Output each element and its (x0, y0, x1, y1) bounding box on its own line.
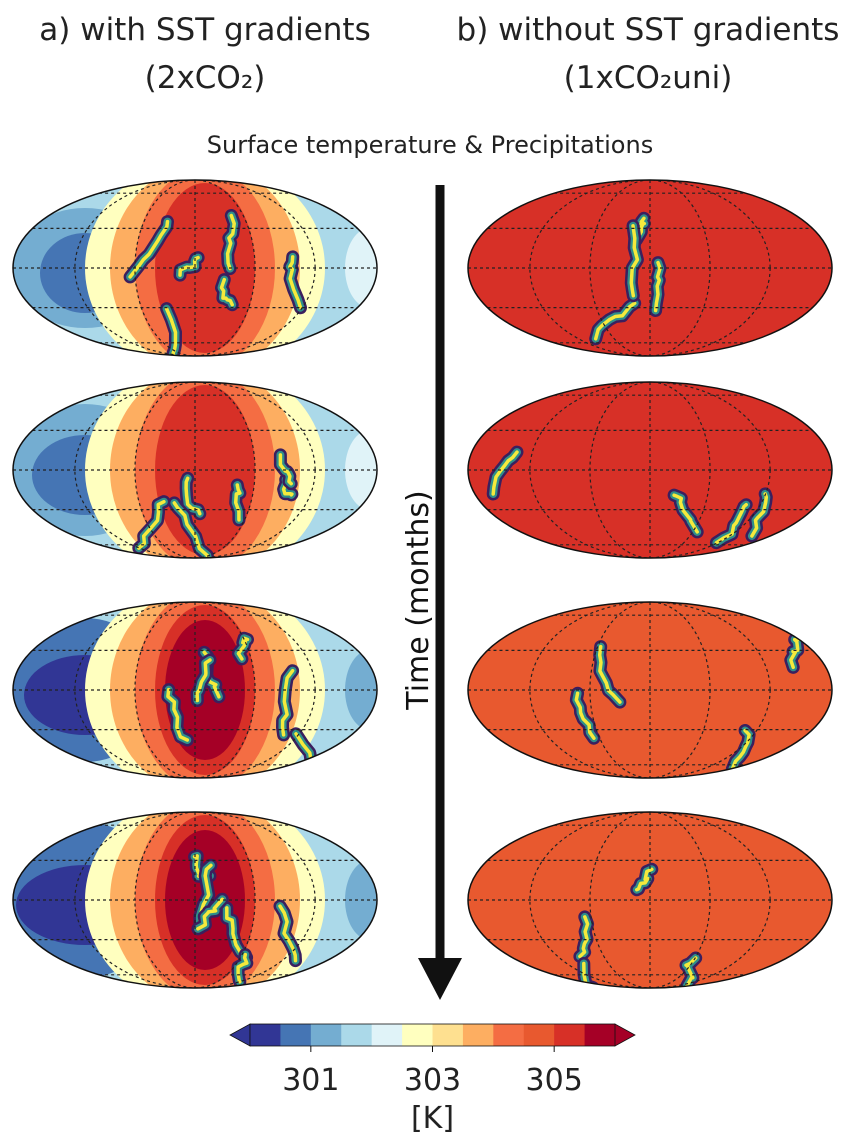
meridian (134, 180, 256, 356)
meridian (529, 382, 771, 558)
map-border (467, 179, 833, 357)
meridian (134, 382, 256, 558)
precip-core (582, 961, 609, 988)
meridian (529, 602, 771, 778)
extend-high (614, 1023, 636, 1047)
map-border (12, 811, 378, 989)
map (468, 382, 832, 558)
colorbar-box (280, 1024, 312, 1046)
colorbar-box (371, 1024, 403, 1046)
map-border (12, 381, 378, 559)
precip-core (597, 644, 622, 704)
arrow-label: Time (months) (401, 490, 436, 710)
colorbar-box (554, 1024, 586, 1046)
colorbar-box (341, 1024, 373, 1046)
precip-core (578, 915, 590, 959)
precip-core (288, 255, 303, 310)
meridian (589, 180, 711, 356)
precip-core (730, 728, 751, 771)
colorbar-box (402, 1024, 433, 1046)
meridian (589, 602, 711, 778)
colorbar-label: [K] (411, 1101, 454, 1136)
precip-core (672, 493, 699, 534)
arrow-head (418, 958, 462, 1000)
precip-core (629, 224, 640, 298)
precip-core (634, 216, 647, 242)
colorbar-box (250, 1024, 281, 1046)
precip-core (225, 906, 249, 960)
meridian (589, 382, 711, 558)
meridian (589, 812, 711, 988)
precip-core (195, 658, 212, 703)
map (468, 812, 832, 988)
precip-core (653, 260, 662, 313)
meridian (529, 812, 771, 988)
precip-core (574, 691, 596, 740)
colorbar-box (493, 1024, 525, 1046)
precip-core (164, 306, 184, 356)
meridian (74, 180, 316, 356)
map-border (467, 811, 833, 989)
meridian (134, 602, 256, 778)
colorbar-box (462, 1024, 494, 1046)
colorbar-box (432, 1024, 464, 1046)
map-border (467, 601, 833, 779)
precip-core (491, 450, 519, 496)
precip-core (236, 952, 249, 984)
precip-core (278, 904, 298, 963)
meridian (74, 812, 316, 988)
map (13, 382, 377, 558)
map (13, 602, 377, 778)
precip-core (278, 453, 293, 486)
colorbar-tick-label: 305 (526, 1063, 583, 1098)
precip-core (196, 897, 225, 931)
right-title: b) without SST gradients (457, 12, 840, 48)
extend-low (229, 1023, 251, 1047)
map-border (12, 179, 378, 357)
precip-core (225, 213, 236, 271)
map (13, 180, 377, 356)
meridian (134, 812, 256, 988)
map-border (467, 381, 833, 559)
colorbar-box (523, 1024, 555, 1046)
maps (12, 179, 833, 989)
map (13, 812, 377, 988)
colorbar-box (310, 1024, 342, 1046)
precip-core (593, 301, 637, 341)
colorbar-tick-label: 301 (282, 1063, 339, 1098)
precip-core (635, 867, 654, 892)
precip-core (750, 492, 769, 538)
precip-core (219, 277, 234, 307)
left-subtitle: (2xCO₂) (145, 60, 266, 96)
meridian (74, 602, 316, 778)
colorbar-box (584, 1024, 616, 1046)
map (468, 602, 832, 778)
precip-core (714, 502, 748, 545)
map (468, 180, 832, 356)
right-subtitle: (1xCO₂uni) (564, 60, 733, 96)
meridian (529, 180, 771, 356)
colorbar-tick-label: 303 (404, 1063, 461, 1098)
colorbar: 301 303 305 [K] (229, 1023, 636, 1136)
precip-core (166, 687, 190, 742)
map-border (12, 601, 378, 779)
precip-core (280, 668, 295, 737)
caption: Surface temperature & Precipitations (207, 131, 653, 159)
meridian (74, 382, 316, 558)
left-title: a) with SST gradients (39, 12, 370, 48)
precip-core (137, 499, 166, 550)
precip-core (233, 483, 242, 522)
